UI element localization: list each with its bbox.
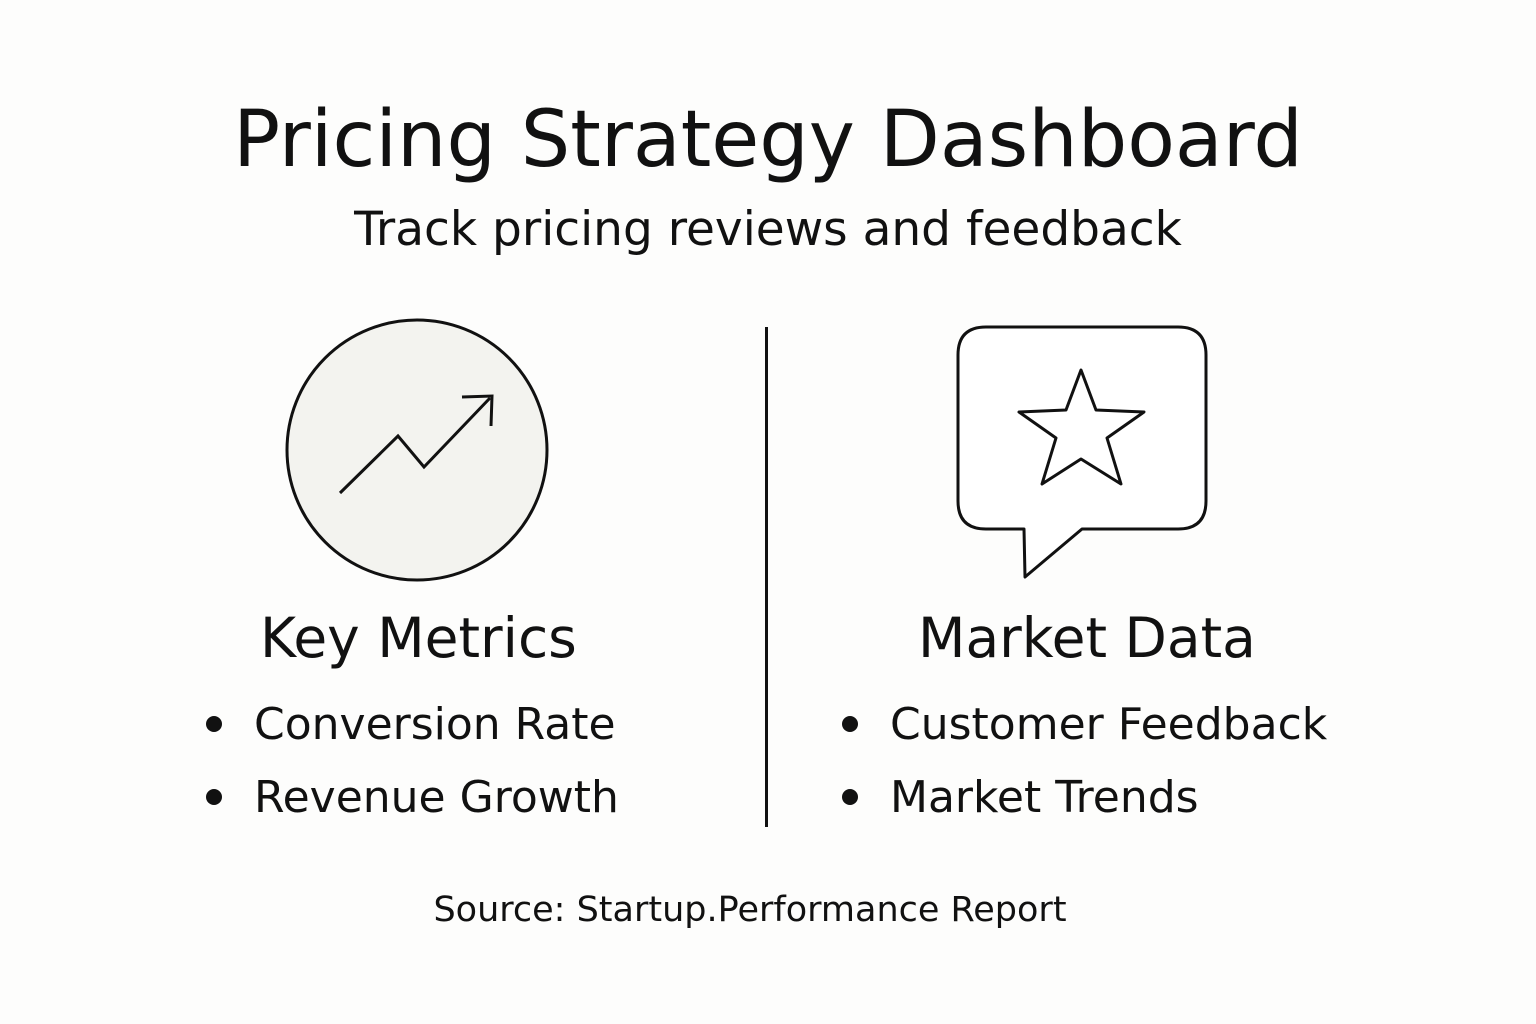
list-item-label: Market Trends xyxy=(890,772,1199,823)
list-item: Customer Feedback xyxy=(838,694,1327,767)
key-metrics-list: Conversion Rate Revenue Growth xyxy=(202,694,619,840)
list-item-label: Conversion Rate xyxy=(254,699,616,750)
trend-icon-arrowhead xyxy=(461,394,494,427)
list-item-label: Customer Feedback xyxy=(890,699,1328,750)
bullet-dot-icon xyxy=(842,716,858,732)
market-data-heading: Market Data xyxy=(918,606,1256,670)
source-note: Source: Startup.Performance Report xyxy=(433,890,1067,930)
market-data-list: Customer Feedback Market Trends xyxy=(838,694,1327,840)
list-item: Market Trends xyxy=(838,767,1327,840)
trend-icon-circle xyxy=(285,318,549,582)
list-item: Revenue Growth xyxy=(202,767,619,840)
bullet-dot-icon xyxy=(206,789,222,805)
key-metrics-heading: Key Metrics xyxy=(260,606,577,670)
trending-up-icon xyxy=(285,318,549,582)
trend-icon-line xyxy=(338,396,492,495)
list-item-label: Revenue Growth xyxy=(254,772,619,823)
star-review-icon xyxy=(956,325,1208,579)
panel-divider xyxy=(765,327,768,827)
bullet-dot-icon xyxy=(842,789,858,805)
bullet-dot-icon xyxy=(206,716,222,732)
star-icon xyxy=(1017,368,1146,486)
list-item: Conversion Rate xyxy=(202,694,619,767)
dashboard-subtitle: Track pricing reviews and feedback xyxy=(354,202,1182,257)
dashboard-title: Pricing Strategy Dashboard xyxy=(233,95,1303,185)
